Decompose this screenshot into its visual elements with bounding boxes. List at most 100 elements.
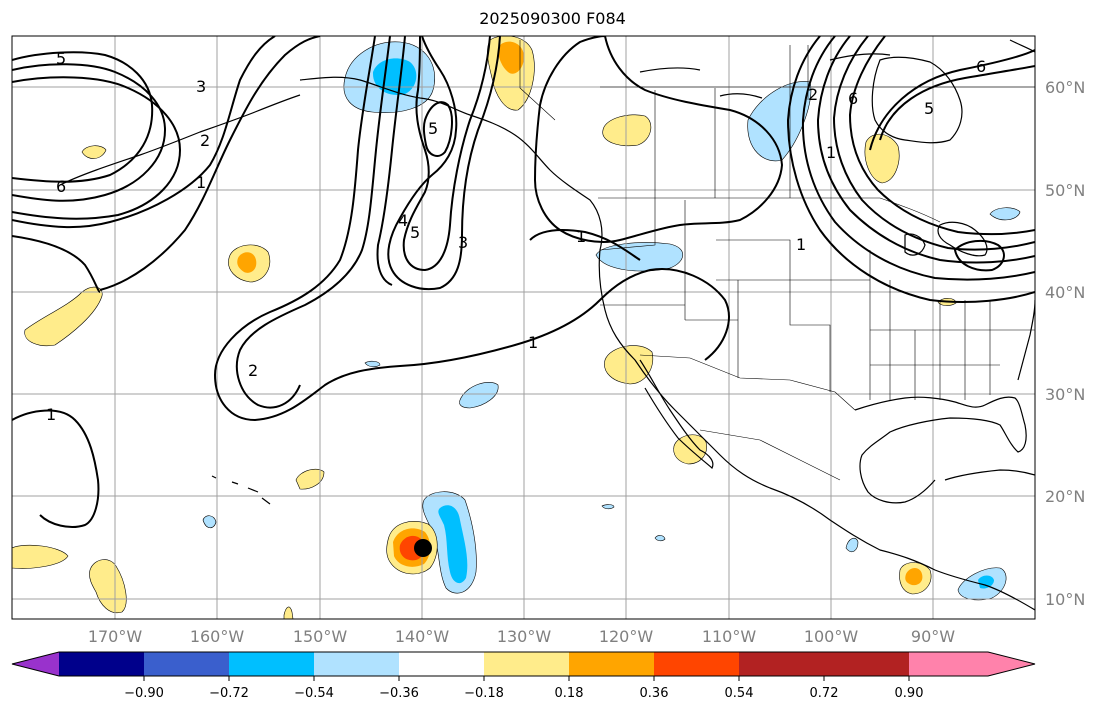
contour-trough-inner	[422, 101, 453, 157]
contour-east-4	[832, 36, 1035, 251]
contour-ne-closed	[953, 239, 1005, 272]
contour-label: 1	[576, 227, 586, 246]
colorbar-segment	[484, 652, 569, 676]
contour-label: 2	[808, 85, 818, 104]
political-borders	[519, 40, 1035, 481]
contour-sw-1	[12, 409, 100, 528]
us-states	[599, 198, 1035, 400]
map-title: 2025090300 F084	[479, 9, 626, 28]
contour-label: 1	[796, 235, 806, 254]
blue-anomaly-caribbean-core	[978, 575, 994, 589]
latitude-labels: 60°N 50°N 40°N 30°N 20°N 10°N	[1045, 78, 1085, 609]
contour-trough-5	[402, 36, 491, 272]
colorbar-segment	[314, 652, 399, 676]
blue-anomaly-small-4	[601, 504, 615, 510]
contour-west-low-1	[12, 235, 101, 293]
colorbar-segment	[824, 652, 909, 676]
colorbar-tick-label: 0.72	[810, 686, 839, 701]
yellow-anomaly-aleutians	[81, 145, 107, 159]
contour-west-5	[12, 51, 154, 183]
longitude-label: 170°W	[88, 627, 143, 646]
yellow-anomaly-small-hawaii	[295, 468, 325, 490]
orange-anomaly-central-pacific	[237, 252, 257, 273]
baja-california	[639, 359, 714, 469]
colorbar-tick-label: 0.18	[555, 686, 584, 701]
contour-label: 2	[200, 131, 210, 150]
latitude-label: 30°N	[1045, 385, 1085, 404]
contour-label: 5	[56, 49, 66, 68]
longitude-label: 140°W	[395, 627, 450, 646]
latitude-label: 10°N	[1045, 590, 1085, 609]
contour-coastal-2	[529, 229, 641, 261]
contour-east-6	[869, 49, 1035, 151]
blue-anomaly-california	[595, 242, 684, 272]
colorbar: −0.90 −0.72 −0.54 −0.36 −0.18 0.18 0.36 …	[11, 651, 1036, 701]
longitude-labels: 170°W 160°W 150°W 140°W 130°W 120°W 110°…	[88, 627, 955, 646]
contour-trough-3	[376, 36, 406, 286]
blue-anomaly-small-6	[845, 537, 859, 553]
yellow-anomaly-sw-1	[12, 544, 69, 569]
contour-west-1	[99, 36, 321, 291]
hurricane-position-dot	[414, 539, 432, 557]
us-mexico-border	[639, 354, 856, 411]
blue-anomaly-hurricane-core	[438, 505, 468, 584]
longitude-label: 120°W	[599, 627, 654, 646]
contour-labels: 5 3 2 1 6 5 4 5 3 1 1 2 1 1 2 6 5 6 1	[46, 49, 986, 424]
colorbar-outline	[11, 651, 1036, 677]
colorbar-labels: −0.90 −0.72 −0.54 −0.36 −0.18 0.18 0.36 …	[124, 686, 923, 701]
contour-label: 4	[398, 211, 408, 230]
arctic-coast	[639, 39, 1035, 99]
blue-anomaly-small-5	[654, 535, 666, 542]
longitude-label: 100°W	[804, 627, 859, 646]
colorbar-extend-low	[12, 652, 59, 676]
contour-west-3	[12, 76, 182, 220]
longitude-label: 130°W	[497, 627, 552, 646]
yellow-anomaly-sw-3	[283, 606, 294, 619]
yellow-anomaly-sw-2	[89, 559, 127, 614]
colorbar-tick-label: 0.36	[640, 686, 669, 701]
contour-trough-4	[387, 36, 501, 290]
colorbar-tick-label: 0.90	[895, 686, 924, 701]
contour-east-7	[879, 65, 1035, 141]
colorbar-tick-label: −0.36	[379, 686, 419, 701]
contour-label: 6	[976, 57, 986, 76]
cuba	[944, 469, 1035, 481]
longitude-label: 90°W	[911, 627, 955, 646]
us-canada-border	[598, 197, 941, 223]
contour-label: 5	[428, 119, 438, 138]
yellow-anomaly-alberta	[602, 114, 652, 147]
contour-label: 5	[924, 99, 934, 118]
contour-label: 1	[528, 333, 538, 352]
contour-trough-2	[235, 36, 391, 409]
contour-trough-1	[213, 36, 730, 422]
colorbar-tick-label: −0.72	[209, 686, 249, 701]
mexico-states	[699, 429, 841, 481]
colorbar-tick-label: −0.90	[124, 686, 164, 701]
orange-anomaly-central-america	[905, 568, 923, 586]
blue-anomaly-hudson	[747, 81, 812, 162]
blue-anomaly-quebec	[989, 207, 1021, 221]
contour-label: 1	[826, 143, 836, 162]
longitude-label: 150°W	[293, 627, 348, 646]
contour-west-2	[12, 36, 276, 229]
contour-lines	[12, 36, 1035, 528]
blue-anomaly-small-3	[202, 515, 217, 529]
colorbar-segment	[569, 652, 654, 676]
blue-anomaly-small-2	[459, 381, 499, 409]
hudson-bay	[871, 56, 963, 144]
contour-label: 3	[196, 77, 206, 96]
blue-anomaly-small-1	[364, 360, 381, 368]
contour-east-1	[786, 36, 1035, 304]
latitude-label: 50°N	[1045, 181, 1085, 200]
contour-label: 1	[46, 405, 56, 424]
gulf-coast	[854, 396, 1027, 504]
contour-label: 1	[196, 173, 206, 192]
contour-label: 2	[248, 361, 258, 380]
colorbar-segment	[144, 652, 229, 676]
colorbar-segment	[59, 652, 144, 676]
latitude-label: 60°N	[1045, 78, 1085, 97]
shaded-anomalies	[12, 36, 1021, 619]
map-plot-area: 5 3 2 1 6 5 4 5 3 1 1 2 1 1 2 6 5 6 1	[12, 36, 1035, 619]
coastlines	[59, 39, 1035, 611]
longitude-label: 160°W	[190, 627, 245, 646]
